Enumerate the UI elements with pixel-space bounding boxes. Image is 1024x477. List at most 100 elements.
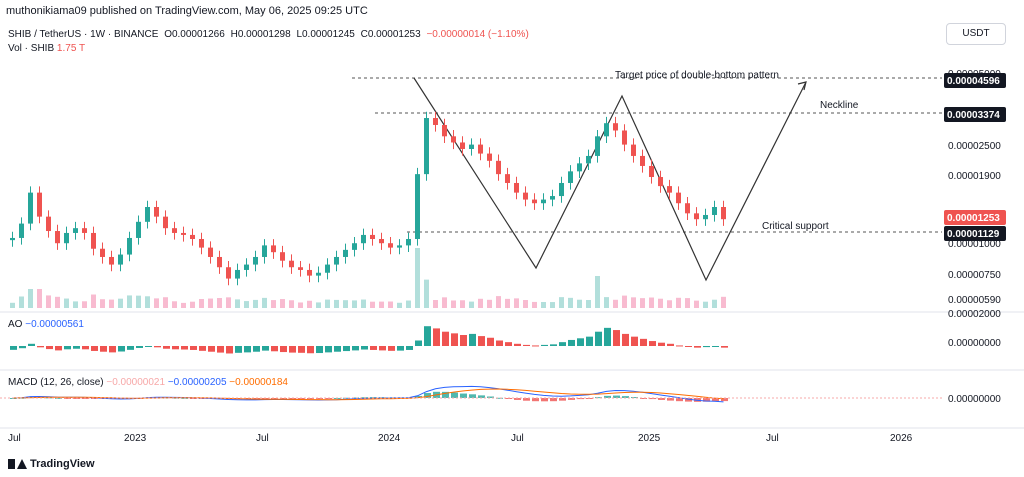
ao-bar bbox=[406, 346, 413, 350]
candle-body bbox=[523, 192, 528, 200]
time-axis[interactable]: Jul 2023 Jul 2024 Jul 2025 Jul 2026 bbox=[8, 433, 913, 444]
volume-bar bbox=[307, 300, 312, 308]
volume-bar bbox=[676, 297, 681, 308]
candle-body bbox=[559, 182, 564, 197]
macd-bar bbox=[460, 393, 467, 398]
price-tick-label: 0.00002500 bbox=[948, 141, 1001, 152]
volume-bar bbox=[406, 300, 411, 308]
macd-bar bbox=[280, 398, 287, 399]
candle-body bbox=[181, 232, 186, 235]
volume-bar bbox=[505, 298, 510, 308]
ao-bar bbox=[271, 346, 278, 352]
candle-body bbox=[361, 234, 366, 244]
neckline-annotation[interactable]: Neckline bbox=[820, 100, 859, 111]
candle-body bbox=[55, 231, 60, 244]
candle-body bbox=[325, 264, 330, 273]
macd-hist-value: −0.00000021 bbox=[106, 377, 166, 388]
macd-bar bbox=[667, 398, 674, 401]
volume-bar bbox=[82, 301, 87, 308]
macd-bar bbox=[64, 398, 71, 399]
candle-body bbox=[271, 245, 276, 253]
candle-body bbox=[109, 256, 114, 265]
ao-bar bbox=[460, 335, 467, 346]
macd-bar bbox=[568, 398, 575, 400]
volume-bar bbox=[91, 294, 96, 308]
currency-selector[interactable]: USDT bbox=[946, 23, 1006, 45]
candle-body bbox=[667, 186, 672, 193]
price-label-badge[interactable] bbox=[944, 210, 1006, 225]
tradingview-footer[interactable]: TradingView bbox=[8, 458, 95, 470]
volume-bar bbox=[289, 300, 294, 308]
candle-body bbox=[145, 207, 150, 222]
candle-body bbox=[118, 254, 123, 265]
price-tick-label: 0.00002000 bbox=[948, 309, 1001, 320]
volume-bar bbox=[64, 298, 69, 308]
low-value: L0.00001245 bbox=[296, 29, 355, 40]
candle-body bbox=[604, 123, 609, 137]
candle-body bbox=[631, 144, 636, 156]
macd-bar bbox=[541, 398, 548, 402]
ao-bar bbox=[316, 346, 323, 354]
price-label-badge[interactable] bbox=[944, 107, 1006, 122]
macd-bar bbox=[523, 398, 530, 401]
volume-bar bbox=[271, 300, 276, 308]
macd-bar bbox=[640, 398, 647, 399]
candle-body bbox=[235, 269, 240, 279]
macd-axis-tick: 0.00000000 bbox=[948, 394, 1001, 405]
volume-bar bbox=[388, 301, 393, 308]
volume-bar bbox=[721, 296, 726, 308]
volume-bar bbox=[208, 298, 213, 308]
ao-bar bbox=[640, 338, 647, 346]
candle-body bbox=[703, 214, 708, 220]
candle-body bbox=[352, 243, 357, 250]
candle-body bbox=[640, 155, 645, 166]
symbol-name[interactable]: SHIB / TetherUS · 1W · BINANCE bbox=[8, 29, 159, 40]
candle-body bbox=[460, 142, 465, 149]
volume-bar bbox=[199, 299, 204, 308]
ao-bar bbox=[307, 346, 314, 354]
ao-bar bbox=[397, 346, 404, 351]
ao-bar bbox=[37, 346, 44, 348]
price-label-badge[interactable] bbox=[944, 73, 1006, 88]
ao-bar bbox=[10, 346, 17, 350]
candle-body bbox=[370, 234, 375, 239]
time-tick-label: Jul bbox=[8, 433, 21, 444]
publish-header: muthonikiama09 published on TradingView.… bbox=[6, 5, 368, 17]
ao-bar bbox=[334, 346, 341, 352]
macd-bar bbox=[307, 398, 314, 399]
ao-bar bbox=[424, 326, 431, 346]
ao-bar bbox=[370, 346, 377, 350]
volume-bar bbox=[451, 300, 456, 308]
macd-bar bbox=[343, 397, 350, 399]
ao-bar bbox=[433, 328, 440, 346]
support-annotation[interactable]: Critical support bbox=[762, 221, 829, 232]
ao-bar bbox=[262, 346, 269, 351]
candle-body bbox=[298, 267, 303, 270]
ao-bar bbox=[559, 342, 566, 346]
volume-bar bbox=[613, 299, 618, 308]
ao-bar bbox=[487, 337, 494, 346]
macd-bar bbox=[469, 394, 476, 398]
tradingview-brand: TradingView bbox=[30, 458, 95, 470]
ao-bar bbox=[91, 346, 98, 351]
macd-bar bbox=[685, 398, 692, 402]
volume-bar bbox=[694, 300, 699, 308]
macd-bar bbox=[271, 398, 278, 399]
ao-bar bbox=[244, 346, 251, 353]
target-annotation[interactable]: Target price of double-bottom pattern bbox=[615, 70, 779, 81]
macd-bar bbox=[613, 395, 620, 398]
double-bottom-drawing[interactable] bbox=[413, 77, 807, 282]
price-label-badge[interactable] bbox=[944, 226, 1006, 241]
price-axis[interactable]: 0.000050000.000025000.000019000.00001000… bbox=[944, 69, 1006, 405]
candle-body bbox=[685, 203, 690, 214]
candle-body bbox=[46, 216, 51, 232]
price-tick-label: 0.00000750 bbox=[948, 270, 1001, 281]
time-tick-label: Jul bbox=[511, 433, 524, 444]
candle-body bbox=[343, 249, 348, 257]
candle-body bbox=[244, 264, 249, 270]
ao-bar bbox=[613, 330, 620, 346]
macd-bar bbox=[712, 398, 719, 402]
candle-body bbox=[388, 243, 393, 248]
change-value: −0.00000014 (−1.10%) bbox=[426, 29, 529, 40]
